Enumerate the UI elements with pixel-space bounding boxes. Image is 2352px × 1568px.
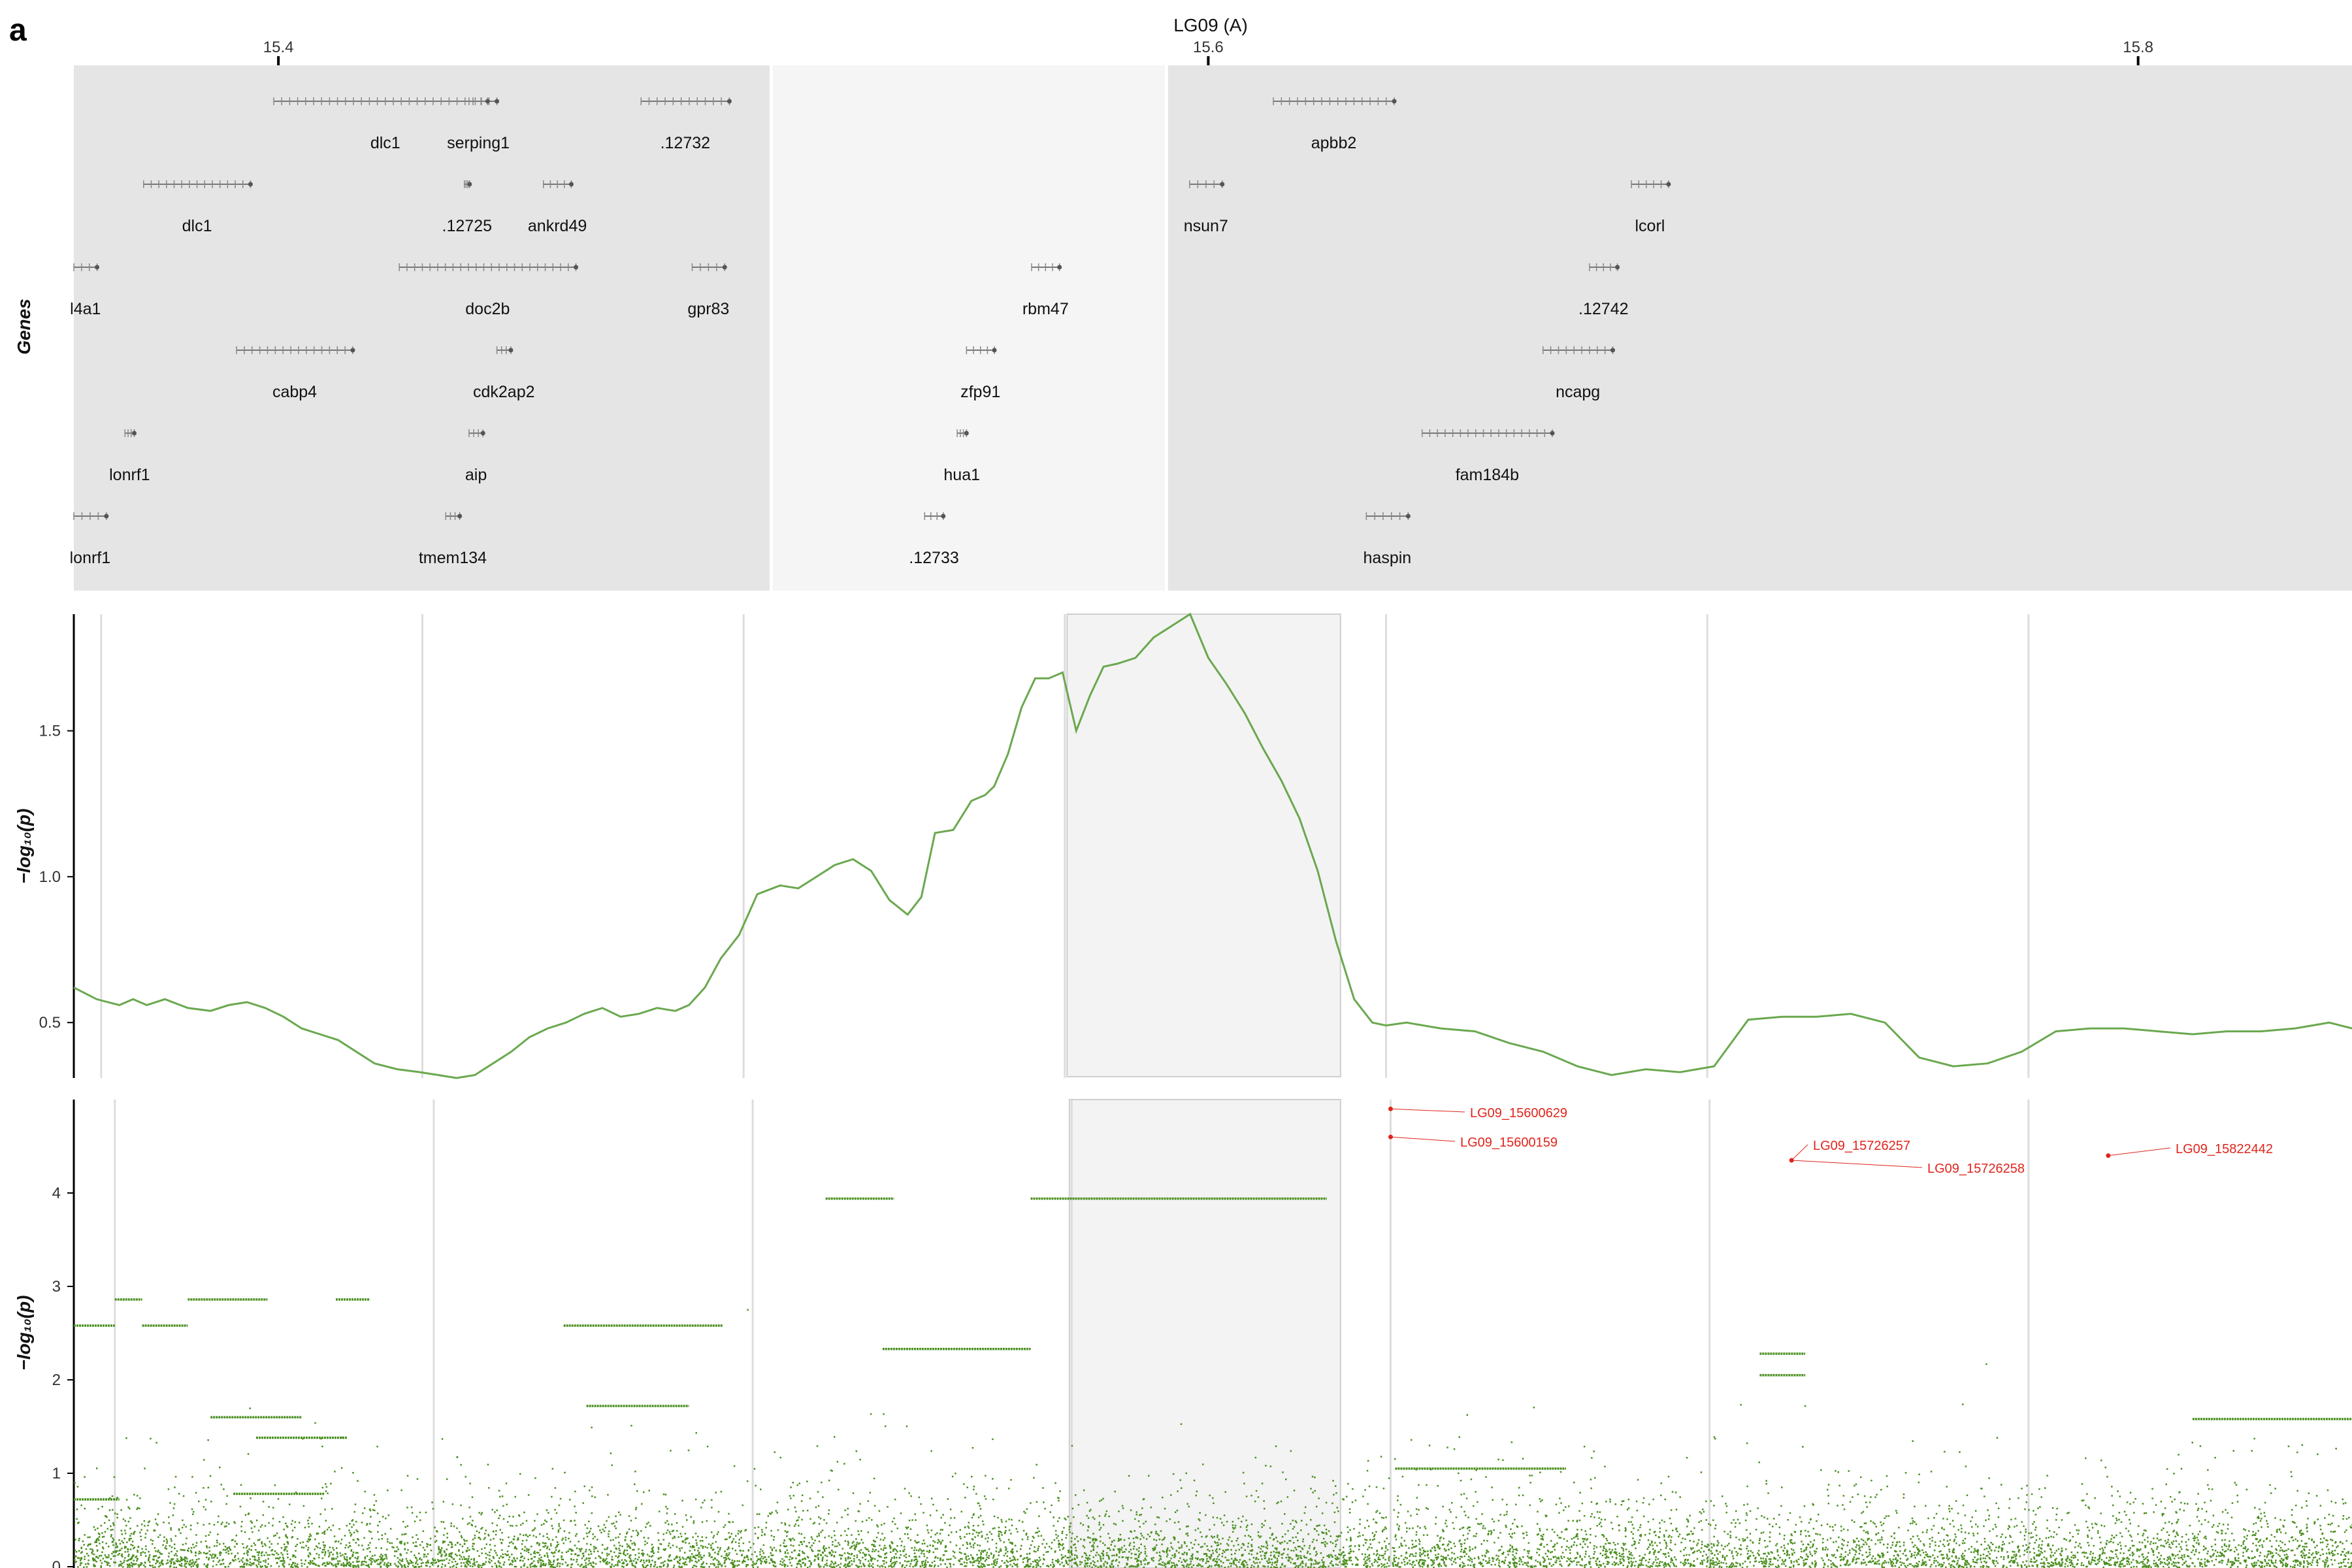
line-y-tick-label: 0.5 (39, 1014, 61, 1032)
gene-label: dlc1 (182, 217, 212, 235)
gene-label: rbm47 (1022, 300, 1069, 318)
gene-12742: .12742 (1578, 263, 1629, 318)
snp-point (1789, 1158, 1794, 1163)
gene-serping1: serping1 (447, 97, 510, 152)
snp-leader-line (1791, 1160, 1923, 1168)
gene-12732: .12732 (640, 97, 732, 152)
gene-label: l4a1 (70, 300, 101, 318)
gene-track-background (74, 65, 2352, 591)
gene-rbm47: rbm47 (1022, 263, 1069, 318)
gene-track-x-tick-label: 15.8 (2123, 39, 2153, 56)
gene-lonrf1: lonrf1 (109, 429, 150, 484)
gene-zfp91: zfp91 (960, 346, 1000, 401)
gene-l4a1: l4a1 (70, 263, 101, 318)
scatter-panel-y-ticks: 0 1 2 3 4 (52, 1184, 74, 1568)
snp-leader-line (1390, 1108, 1465, 1113)
gene-label: fam184b (1456, 466, 1519, 484)
snp-label: LG09_15822442 (2176, 1142, 2273, 1156)
scatter-panel-gridlines (114, 1100, 2030, 1567)
scatter-panel-y-label: −log₁₀(p) (14, 1296, 34, 1371)
snp-label: LG09_15726257 (1813, 1139, 1910, 1153)
gene-label: serping1 (447, 134, 510, 152)
gene-12733: .12733 (909, 512, 959, 567)
snp-label: LG09_15600159 (1460, 1135, 1558, 1150)
gene-dlc1: dlc1 (142, 180, 253, 235)
gene-12725: .12725 (442, 180, 492, 235)
gene-label: dlc1 (370, 134, 400, 152)
gene-label: zfp91 (960, 383, 1000, 401)
gene-hua1: hua1 (943, 429, 980, 484)
line-panel: 0.5 1.0 1.5 −log₁₀(p) (14, 612, 2352, 1079)
gene-label: hua1 (943, 466, 980, 484)
gene-label: .12732 (661, 134, 710, 152)
snp-label: LG09_15600629 (1470, 1106, 1567, 1120)
gene-label: lonrf1 (70, 549, 111, 567)
gene-tmem134: tmem134 (419, 512, 487, 567)
gene-dlc1: dlc1 (273, 97, 500, 152)
association-line (73, 612, 2352, 1079)
gene-gpr83: gpr83 (687, 263, 729, 318)
gene-ankrd49: ankrd49 (528, 180, 587, 235)
scatter-y-tick-label: 4 (52, 1184, 61, 1202)
gene-lcorl: lcorl (1631, 180, 1671, 235)
line-y-tick-label: 1.5 (39, 723, 61, 740)
gene-label: cabp4 (272, 383, 317, 401)
gene-nsun7: nsun7 (1184, 180, 1228, 235)
line-panel-highlight-region (1066, 613, 1341, 1077)
gene-label: .12725 (442, 217, 492, 235)
gene-track-x-tick-label: 15.4 (263, 39, 294, 56)
gene-apbb2: apbb2 (1273, 97, 1397, 152)
gene-track-genes: dlc1 serping1 .12732 apbb2 dlc1 .12725 ankrd49… (70, 97, 1671, 567)
gene-ncapg: ncapg (1543, 346, 1616, 401)
gene-cabp4: cabp4 (236, 346, 355, 401)
gene-track-x-tick-label: 15.6 (1193, 39, 1224, 56)
gene-label: nsun7 (1184, 217, 1228, 235)
gene-track-panel: LG09 (A) 15.4 15.6 15.8 Genes dlc1 serping1… (14, 15, 2352, 591)
snp-leader-line (1390, 1136, 1456, 1142)
gene-label: aip (465, 466, 487, 484)
highlighted-snps: LG09_15600629 LG09_15600159 LG09_15726257 L… (1388, 1106, 2273, 1176)
line-y-tick-label: 1.0 (39, 868, 61, 886)
snp-point (1388, 1106, 1393, 1111)
snp-label: LG09_15726258 (1927, 1162, 2025, 1176)
snp-point (1388, 1134, 1393, 1139)
gene-label: haspin (1364, 549, 1412, 567)
snp-leader-line (1791, 1144, 1808, 1161)
gene-cdk2ap2: cdk2ap2 (473, 346, 535, 401)
gene-label: apbb2 (1311, 134, 1357, 152)
gene-label: ncapg (1556, 383, 1600, 401)
gene-label: lonrf1 (109, 466, 150, 484)
line-panel-y-ticks: 0.5 1.0 1.5 (39, 723, 74, 1032)
gene-fam184b: fam184b (1421, 429, 1555, 484)
gene-label: .12742 (1578, 300, 1628, 318)
gene-lonrf1: lonrf1 (70, 512, 111, 567)
line-panel-y-label: −log₁₀(p) (14, 809, 34, 884)
scatter-y-tick-label: 1 (52, 1465, 61, 1482)
scatter-panel: 0 1 2 3 4 LG09_15600629 LG09_15600159 LG09_157… (14, 1099, 2352, 1568)
gene-track-title: LG09 (A) (1173, 15, 1248, 35)
gene-track-x-axis: 15.4 15.6 15.8 (263, 39, 2153, 65)
gene-aip: aip (465, 429, 487, 484)
scatter-plateau-points (74, 1197, 2352, 1501)
panel-letter: a (9, 13, 27, 48)
gene-label: lcorl (1635, 217, 1665, 235)
gene-label: doc2b (465, 300, 510, 318)
scatter-panel-highlight-region (1068, 1099, 1341, 1568)
scatter-y-tick-label: 0 (52, 1558, 61, 1568)
gene-track-highlight-region (771, 65, 1167, 591)
scatter-y-tick-label: 2 (52, 1371, 61, 1389)
gene-label: gpr83 (687, 300, 729, 318)
gene-doc2b: doc2b (399, 263, 579, 318)
gene-label: cdk2ap2 (473, 383, 535, 401)
gene-haspin: haspin (1364, 512, 1412, 567)
snp-leader-line (2108, 1147, 2171, 1156)
snp-point (2106, 1153, 2111, 1158)
gene-track-y-label: Genes (14, 299, 34, 355)
gene-label: .12733 (909, 549, 958, 567)
scatter-y-tick-label: 3 (52, 1278, 61, 1296)
gene-label: tmem134 (419, 549, 487, 567)
gene-label: ankrd49 (528, 217, 587, 235)
